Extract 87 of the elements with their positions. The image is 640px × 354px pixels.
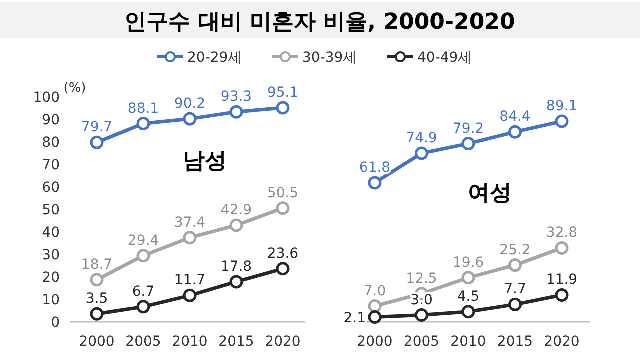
x-tick-label: 2000 [79, 334, 115, 350]
x-tick-label: 2000 [357, 334, 393, 350]
point [368, 310, 382, 324]
y-tick-label: 70 [42, 158, 60, 174]
point [90, 273, 104, 287]
data-label: 12.5 [406, 270, 438, 287]
legend-label: 40-49세 [418, 50, 472, 66]
data-label: 7.7 [504, 282, 526, 298]
legend-label: 20-29세 [188, 50, 242, 66]
point [230, 218, 244, 232]
data-label: 11.7 [174, 272, 206, 289]
data-label: 4.5 [457, 288, 480, 305]
y-tick-label: 40 [42, 225, 60, 241]
point [508, 125, 522, 139]
data-label: 89.1 [546, 98, 578, 115]
point [462, 137, 476, 151]
point [183, 231, 197, 245]
x-tick-label: 2015 [497, 334, 534, 350]
point [368, 300, 382, 313]
point [368, 176, 382, 190]
data-label: 18.7 [81, 256, 113, 273]
data-label: 2.1 [344, 310, 366, 326]
data-label: 23.6 [267, 246, 299, 262]
x-tick-label: 2010 [450, 334, 486, 350]
y-tick-label: 90 [42, 112, 60, 128]
x-tick-label: 2005 [404, 334, 440, 350]
point [276, 202, 290, 216]
point [136, 249, 150, 263]
annotation: 남성 [183, 149, 227, 174]
data-label: 3.5 [86, 291, 108, 308]
point [508, 258, 522, 272]
point [230, 275, 244, 289]
x-tick-label: 2005 [126, 334, 162, 350]
y-tick-label: 30 [42, 248, 60, 264]
point [555, 241, 569, 255]
point [415, 146, 428, 160]
data-label: 6.7 [132, 284, 155, 300]
point [462, 305, 476, 319]
legend-label: 30-39세 [302, 50, 358, 66]
x-tick-label: 2020 [265, 334, 301, 350]
data-label: 74.9 [406, 130, 438, 146]
data-label: 84.4 [500, 109, 531, 126]
data-label: 19.6 [452, 254, 484, 271]
point [508, 298, 522, 312]
y-axis-title: (%) [64, 81, 86, 96]
data-label: 61.8 [359, 160, 391, 176]
x-tick-label: 2015 [218, 334, 254, 350]
x-tick-label: 2010 [172, 334, 208, 350]
point [183, 288, 197, 302]
y-tick-label: 100 [33, 90, 60, 106]
data-label: 32.8 [546, 225, 578, 242]
point [555, 288, 569, 302]
y-tick-label: 60 [42, 180, 60, 196]
annotation: 여성 [468, 181, 512, 206]
data-label: 79.7 [81, 120, 113, 136]
data-label: 37.4 [174, 214, 206, 231]
data-label: 90.2 [174, 96, 206, 112]
point [90, 136, 104, 150]
data-label: 95.1 [267, 85, 299, 102]
point [276, 262, 290, 276]
point [276, 101, 290, 115]
y-tick-label: 10 [42, 292, 60, 308]
point [415, 308, 428, 322]
point [136, 300, 150, 314]
data-label: 42.9 [220, 202, 252, 218]
chart-title: 인구수 대비 미혼자 비율, 2000-2020 [124, 10, 516, 35]
data-label: 88.1 [128, 100, 160, 117]
data-label: 11.9 [546, 272, 578, 288]
data-label: 50.5 [267, 185, 299, 202]
data-label: 3.0 [410, 292, 433, 308]
y-tick-label: 0 [51, 315, 60, 331]
point [90, 307, 104, 321]
point [183, 112, 197, 126]
y-tick-label: 80 [42, 135, 60, 151]
data-label: 93.3 [220, 89, 252, 106]
point [136, 117, 150, 131]
data-label: 79.2 [452, 120, 484, 137]
y-tick-label: 50 [42, 202, 60, 218]
data-label: 7.0 [364, 283, 386, 300]
y-tick-label: 20 [42, 270, 60, 286]
data-label: 29.4 [128, 232, 160, 249]
data-label: 25.2 [500, 242, 531, 258]
x-tick-label: 2020 [544, 334, 580, 350]
data-label: 17.8 [220, 258, 252, 275]
point [230, 105, 244, 119]
point [462, 271, 476, 285]
point [555, 114, 569, 128]
